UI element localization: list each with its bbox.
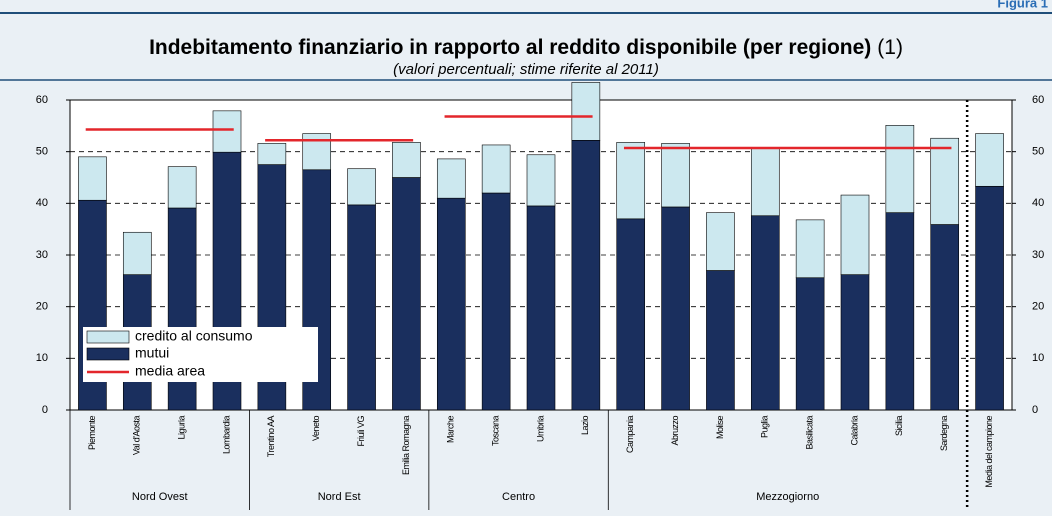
group-label: Mezzogiorno <box>756 491 819 503</box>
bar-segment <box>167 166 197 209</box>
x-tick-label: Molise <box>715 416 725 440</box>
x-tick-label: Liguria <box>177 416 187 440</box>
title-note: (1) <box>877 36 903 59</box>
legend-label: media area <box>135 363 205 379</box>
y2-tick-label: 50 <box>1032 146 1044 158</box>
x-tick-label: Trentino AA <box>266 416 276 458</box>
y-tick-label: 40 <box>36 197 48 209</box>
bar-segment <box>975 185 1004 411</box>
group-label: Centro <box>502 491 535 503</box>
legend-label: mutui <box>135 345 169 361</box>
y-tick-label: 20 <box>36 301 48 313</box>
x-tick-label: Calabria <box>849 416 859 446</box>
x-tick-label: Veneto <box>311 416 321 442</box>
bar-segment <box>661 206 690 411</box>
bar-segment <box>930 137 960 225</box>
y2-tick-label: 30 <box>1032 249 1044 261</box>
bar-segment <box>392 142 421 178</box>
bar-segment <box>840 274 870 411</box>
legend-swatch <box>86 347 130 361</box>
bar-segment <box>122 231 152 275</box>
group-label: Nord Ovest <box>132 491 188 503</box>
bar-segment <box>257 143 287 165</box>
bar-segment <box>436 197 466 411</box>
bar-segment <box>526 205 556 411</box>
bar-segment <box>840 194 870 275</box>
bar-segment <box>392 177 421 411</box>
y-tick-label: 30 <box>36 249 48 261</box>
bar-segment <box>436 158 466 199</box>
bar-segment <box>750 147 780 217</box>
legend-label: credito al consumo <box>135 328 253 344</box>
y2-tick-label: 10 <box>1032 352 1044 364</box>
chart-title: Indebitamento finanziario in rapporto al… <box>149 36 903 59</box>
bar-segment <box>795 219 825 279</box>
x-tick-label: Media del campione <box>984 416 994 488</box>
bar-segment <box>706 270 735 411</box>
bar-segment <box>481 192 511 411</box>
bar-segment <box>616 142 646 220</box>
figure-label: Figura 1 <box>997 0 1048 10</box>
y-tick-label: 10 <box>36 352 48 364</box>
bar-segment <box>481 144 511 194</box>
bar-segment <box>571 140 601 411</box>
bar-segment <box>78 156 107 201</box>
bar-segment <box>616 218 646 411</box>
x-tick-label: Emilia Romagna <box>401 416 411 476</box>
bar-segment <box>795 277 825 411</box>
bar-segment <box>885 212 915 411</box>
bar-segment <box>750 215 780 411</box>
y-tick-label: 50 <box>36 146 48 158</box>
x-tick-label: Puglia <box>760 416 770 439</box>
bar-segment <box>975 133 1004 187</box>
y2-tick-label: 40 <box>1032 197 1044 209</box>
x-tick-label: Sardegna <box>939 416 949 452</box>
bar-segment <box>706 212 735 271</box>
y2-tick-label: 0 <box>1032 404 1038 416</box>
bar-segment <box>347 168 376 206</box>
bar-segment <box>302 133 332 171</box>
x-tick-label: Piemonte <box>87 416 97 451</box>
bar-segment <box>526 154 556 207</box>
chart-subtitle: (valori percentuali; stime riferite al 2… <box>393 61 659 78</box>
bar-segment <box>347 204 376 411</box>
legend-swatch <box>86 330 130 344</box>
x-tick-label: Toscana <box>491 416 501 447</box>
title-main: Indebitamento finanziario in rapporto al… <box>149 36 871 59</box>
y-tick-label: 0 <box>42 404 48 416</box>
y-tick-label: 60 <box>36 94 48 106</box>
x-tick-label: Campania <box>625 416 635 454</box>
x-tick-label: Basilicata <box>805 416 815 450</box>
bar-segment <box>885 125 915 213</box>
y2-tick-label: 20 <box>1032 301 1044 313</box>
bar-segment <box>571 82 601 141</box>
group-label: Nord Est <box>318 491 361 503</box>
x-tick-label: Lombardia <box>221 416 231 455</box>
y2-tick-label: 60 <box>1032 94 1044 106</box>
bar-segment <box>661 143 690 208</box>
x-tick-label: Abruzzo <box>670 416 680 446</box>
x-tick-label: Lazio <box>580 416 590 436</box>
x-tick-label: Val d'Aosta <box>132 416 142 456</box>
x-tick-label: Umbria <box>535 416 545 442</box>
x-tick-label: Marche <box>446 416 456 444</box>
x-tick-label: Sicilia <box>894 416 904 437</box>
x-tick-label: Friuli VG <box>356 416 366 447</box>
bar-segment <box>930 224 960 411</box>
bar-segment <box>212 110 242 153</box>
